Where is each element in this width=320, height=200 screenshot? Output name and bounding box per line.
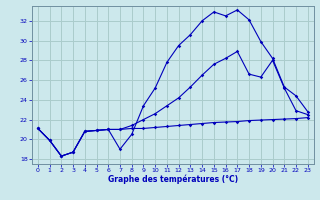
X-axis label: Graphe des températures (°C): Graphe des températures (°C) <box>108 175 238 184</box>
